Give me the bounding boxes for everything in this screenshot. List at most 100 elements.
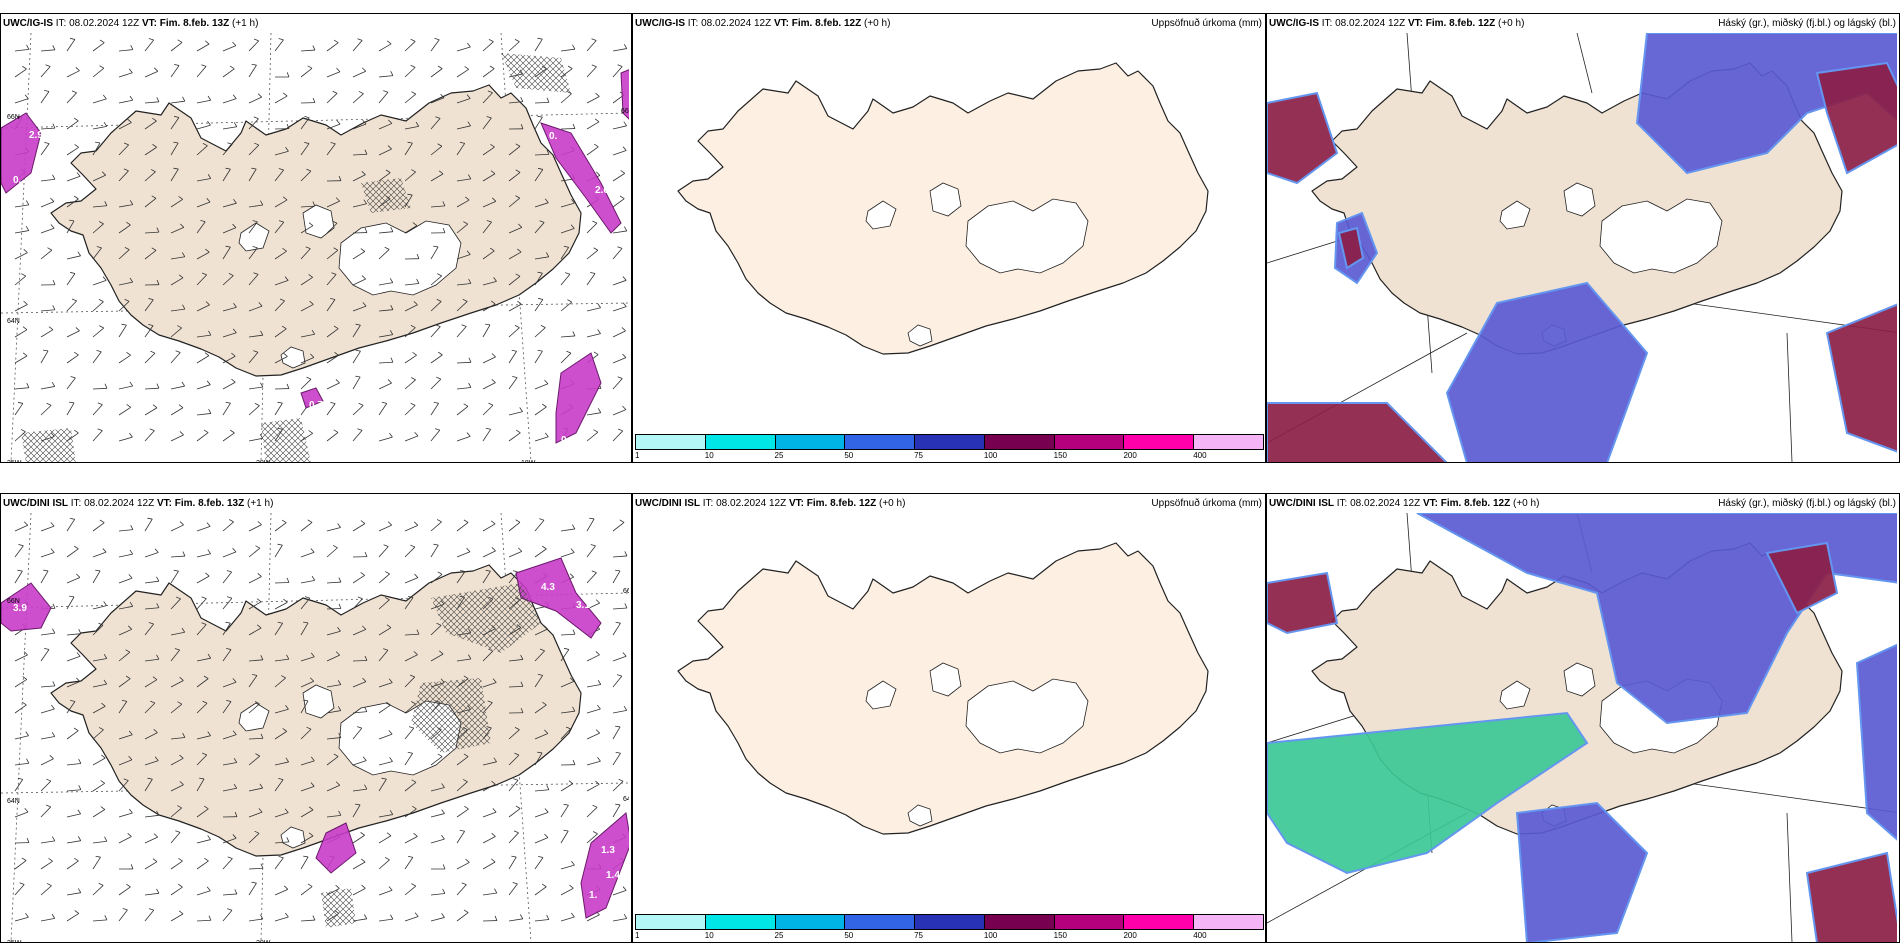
wind-barb [274, 857, 284, 870]
wind-barb-flag [383, 90, 389, 93]
legend-tick-label: 75 [914, 451, 924, 460]
wind-barb-flag [101, 171, 107, 176]
wind-barb-flag [50, 224, 55, 229]
wind-barb [92, 223, 104, 234]
wind-barb-flag [493, 757, 497, 763]
wind-barb [326, 432, 339, 442]
wind-barb [586, 40, 597, 52]
cloud-area [1337, 226, 1365, 270]
wind-barb [144, 658, 159, 662]
wind-barb [326, 71, 341, 78]
wind-barb-flag [465, 858, 470, 863]
wind-barb-flag [103, 121, 108, 127]
wind-barb-flag [442, 888, 446, 894]
wind-barb [66, 730, 79, 740]
wind-barb-flag [78, 758, 82, 764]
wind-barb-flag [544, 379, 549, 385]
wind-barb-flag [545, 252, 550, 258]
wind-barb-flag [441, 834, 445, 840]
wind-barb-flag [442, 228, 446, 233]
wind-barb-flag [572, 44, 576, 50]
wind-barb [352, 376, 361, 390]
wind-barb [326, 249, 339, 260]
wind-barb-flag [387, 521, 392, 526]
wind-barb-flag [177, 39, 183, 43]
wind-barb-flag [70, 699, 76, 702]
wind-barb-flag [206, 198, 211, 203]
wind-barb-flag [127, 832, 132, 837]
wind-barb-flag [413, 301, 418, 306]
wind-barb-flag [490, 143, 495, 148]
legend-tick-label: 10 [704, 931, 714, 940]
wind-barb [92, 856, 101, 870]
vt-label: VT: [1422, 498, 1438, 509]
wind-barb [170, 434, 184, 442]
wind-barb [196, 678, 209, 688]
wind-barb [196, 66, 207, 78]
wind-barb-flag [26, 758, 30, 764]
wind-barb-flag [232, 94, 237, 99]
wind-barb-flag [615, 621, 621, 624]
wind-barb [560, 247, 570, 260]
wind-barb-flag [256, 598, 262, 603]
wind-barb [378, 309, 393, 312]
wind-barb [66, 860, 79, 870]
wind-barb-flag [597, 680, 602, 685]
wind-barb-flag [254, 701, 260, 705]
wind-barb [430, 653, 444, 662]
wind-barb [378, 43, 392, 52]
wind-barb-flag [17, 401, 23, 404]
wind-barb [352, 405, 364, 416]
wind-barb-flag [234, 811, 238, 817]
wind-barb [482, 550, 496, 558]
wind-barb [92, 387, 108, 390]
wind-barb [196, 221, 206, 234]
wind-barb [404, 546, 416, 558]
wind-barb [144, 299, 154, 312]
legend-swatch [1193, 434, 1265, 450]
wind-barb [118, 301, 130, 312]
wind-barb [92, 98, 107, 104]
map-panel-bottom-clouds: UWC/DINI ISL IT: 08.02.2024 12Z VT: Fim.… [1266, 493, 1900, 943]
wind-barb-flag [130, 864, 134, 870]
wind-barb [404, 41, 416, 52]
wind-barb-flag [464, 66, 469, 70]
wind-barb-flag [70, 271, 76, 274]
wind-barb [482, 650, 494, 662]
wind-barb-flag [363, 199, 367, 205]
wind-barb [612, 522, 625, 532]
wind-barb-flag [178, 883, 183, 888]
wind-barb [534, 752, 543, 766]
wind-barb [612, 889, 627, 896]
wind-barb [560, 301, 573, 312]
wind-barb-flag [206, 522, 211, 527]
legend-swatch [1123, 914, 1195, 930]
wind-barb-flag [152, 117, 157, 122]
wind-barb-flag [285, 757, 289, 763]
vt-value: Fim. 8.feb. 13Z [174, 498, 245, 509]
wind-barb [66, 633, 81, 636]
wind-barb-flag [18, 544, 24, 547]
wind-barb-flag [128, 730, 133, 735]
wind-barb [196, 553, 211, 558]
wind-barb-flag [19, 882, 25, 885]
wind-barb [378, 282, 393, 286]
wind-barb-flag [386, 832, 392, 837]
wind-barb-flag [440, 93, 445, 99]
wind-barb [352, 788, 367, 792]
wind-barb [118, 734, 133, 740]
wind-barb-flag [260, 382, 264, 388]
cloud-area [1765, 541, 1839, 615]
wind-barb-flag [50, 197, 55, 202]
wind-barb-flag [231, 378, 236, 383]
wind-barb-flag [207, 653, 212, 659]
wind-barb-flag [95, 569, 101, 572]
wind-barb [586, 807, 598, 818]
wind-barb [222, 762, 237, 766]
wind-barb-flag [624, 551, 628, 557]
wind-barb [560, 352, 572, 364]
wind-barb-flag [156, 576, 160, 582]
wind-barb-flag [563, 245, 569, 248]
hatched-area [431, 583, 541, 653]
wind-barb-flag [338, 577, 342, 583]
